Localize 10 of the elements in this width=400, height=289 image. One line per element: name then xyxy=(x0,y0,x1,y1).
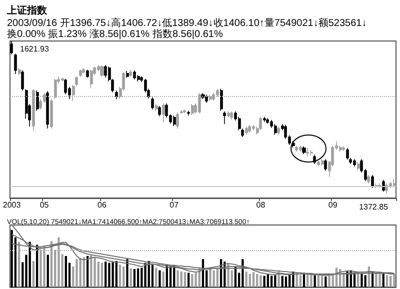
annotation: 1621.93 xyxy=(20,44,50,54)
x-tick-label: 08 xyxy=(256,200,266,210)
x-tick-label: 06 xyxy=(98,200,107,210)
x-tick-label: 09 xyxy=(328,200,338,210)
x-tick-label: 2003 xyxy=(2,200,22,210)
text: 1372.85 xyxy=(359,202,389,212)
x-tick-label: 05 xyxy=(40,200,50,210)
chart-title: 上证指数 xyxy=(6,4,48,16)
x-tick-label: 07 xyxy=(170,200,180,210)
chart-subtitle: 2003/09/16 开1396.75↓高1406.72↓低1389.49↓收1406.10↑量7549021↓额523561↓换0.00% 振1.23% 涨8.56|0.61% 指数8.56|0.61% xyxy=(7,17,367,40)
